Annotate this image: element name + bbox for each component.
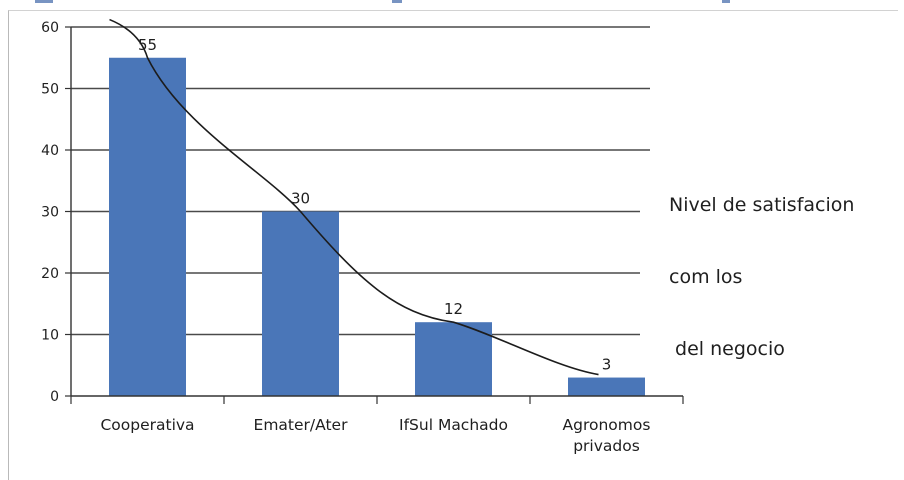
bar <box>262 212 339 397</box>
x-tick-label: Cooperativa <box>100 416 194 434</box>
x-tick-label-line: Cooperativa <box>100 416 194 434</box>
y-tick-label: 40 <box>41 143 59 159</box>
bar <box>415 322 492 396</box>
y-tick-label: 10 <box>41 328 59 344</box>
side-annotation-line-1: Nivel de satisfacion <box>669 193 899 217</box>
bar <box>568 378 645 396</box>
data-label: 3 <box>602 356 612 374</box>
data-label: 12 <box>444 300 463 318</box>
x-tick-label-line: Emater/Ater <box>254 416 349 434</box>
y-tick-label: 0 <box>50 389 59 405</box>
y-tick-label: 30 <box>41 205 59 221</box>
y-tick-label: 20 <box>41 266 59 282</box>
data-label: 55 <box>138 36 157 54</box>
x-tick-label-line: IfSul Machado <box>399 416 508 434</box>
side-annotation: Nivel de satisfacion com los del negocio <box>669 145 899 385</box>
y-tick-label: 60 <box>41 20 59 36</box>
y-tick-label: 50 <box>41 82 59 98</box>
x-tick-label-line: Agronomos <box>563 416 651 434</box>
x-tick-label: Emater/Ater <box>254 416 349 434</box>
side-annotation-line-2: com los <box>669 265 899 289</box>
x-tick-label: Agronomos privados <box>563 416 651 455</box>
x-tick-label-line: privados <box>573 437 640 455</box>
x-tick-label: IfSul Machado <box>399 416 508 434</box>
data-label: 30 <box>291 190 310 208</box>
bar <box>109 58 186 396</box>
side-annotation-line-3: del negocio <box>669 337 899 361</box>
